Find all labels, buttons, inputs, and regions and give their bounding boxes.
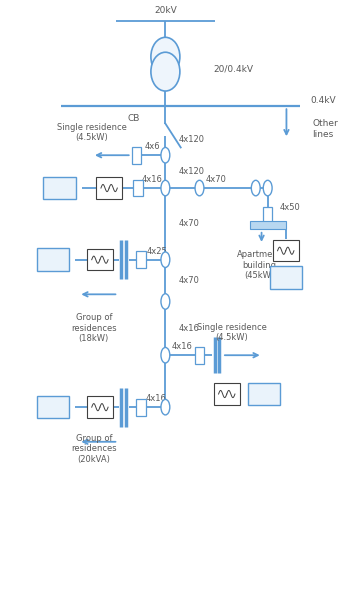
Circle shape (161, 252, 170, 267)
Circle shape (251, 180, 260, 196)
Bar (250, 221, 286, 229)
Bar (195, 347, 204, 364)
Text: 20kV: 20kV (154, 5, 177, 15)
Text: Apartment
building
(45kW): Apartment building (45kW) (237, 250, 282, 280)
Text: 4x16: 4x16 (141, 175, 162, 184)
Circle shape (161, 147, 170, 163)
Bar (36, 248, 69, 271)
Bar (96, 177, 122, 199)
Text: DER4: DER4 (252, 389, 277, 399)
Bar (87, 396, 113, 418)
Bar (273, 240, 299, 261)
Ellipse shape (151, 37, 180, 76)
Text: DER5: DER5 (41, 402, 65, 412)
Text: 4x50: 4x50 (280, 202, 300, 212)
Text: 4x16: 4x16 (179, 324, 200, 333)
Text: 4x70: 4x70 (179, 219, 200, 229)
Text: 4x16: 4x16 (171, 342, 192, 352)
Bar (263, 207, 272, 223)
Text: 0.4kV: 0.4kV (310, 96, 336, 105)
Circle shape (263, 180, 272, 196)
Bar (270, 266, 302, 289)
Circle shape (161, 294, 170, 309)
Text: Group of
residences
(20kVA): Group of residences (20kVA) (71, 434, 117, 464)
Bar (36, 396, 69, 418)
Bar (214, 383, 239, 405)
Text: 4x25: 4x25 (146, 247, 167, 256)
Circle shape (195, 180, 204, 196)
Text: 4x70: 4x70 (206, 175, 227, 184)
Text: DER1: DER1 (47, 183, 72, 193)
Bar (133, 180, 143, 196)
Text: 4x120: 4x120 (179, 167, 205, 176)
Text: 20/0.4kV: 20/0.4kV (213, 64, 253, 73)
Circle shape (161, 399, 170, 415)
Bar (87, 249, 113, 270)
Ellipse shape (151, 52, 180, 91)
Text: DER2: DER2 (273, 273, 298, 282)
Text: Single residence
(4.5kW): Single residence (4.5kW) (57, 123, 127, 142)
Circle shape (161, 347, 170, 363)
Bar (136, 399, 146, 416)
Text: Other
lines: Other lines (312, 119, 338, 139)
Text: 4x70: 4x70 (179, 276, 200, 285)
Bar (248, 383, 280, 405)
Text: Single residence
(4.5kW): Single residence (4.5kW) (197, 323, 267, 342)
Bar (44, 177, 76, 199)
Text: 4x6: 4x6 (145, 142, 160, 152)
Circle shape (161, 180, 170, 196)
Text: 4x120: 4x120 (179, 135, 205, 144)
Text: 4x16: 4x16 (146, 394, 167, 404)
Text: Group of
residences
(18kW): Group of residences (18kW) (71, 313, 117, 343)
Bar (132, 147, 141, 164)
Bar (136, 251, 146, 268)
Text: CB: CB (128, 114, 140, 124)
Text: DER3: DER3 (41, 255, 65, 264)
